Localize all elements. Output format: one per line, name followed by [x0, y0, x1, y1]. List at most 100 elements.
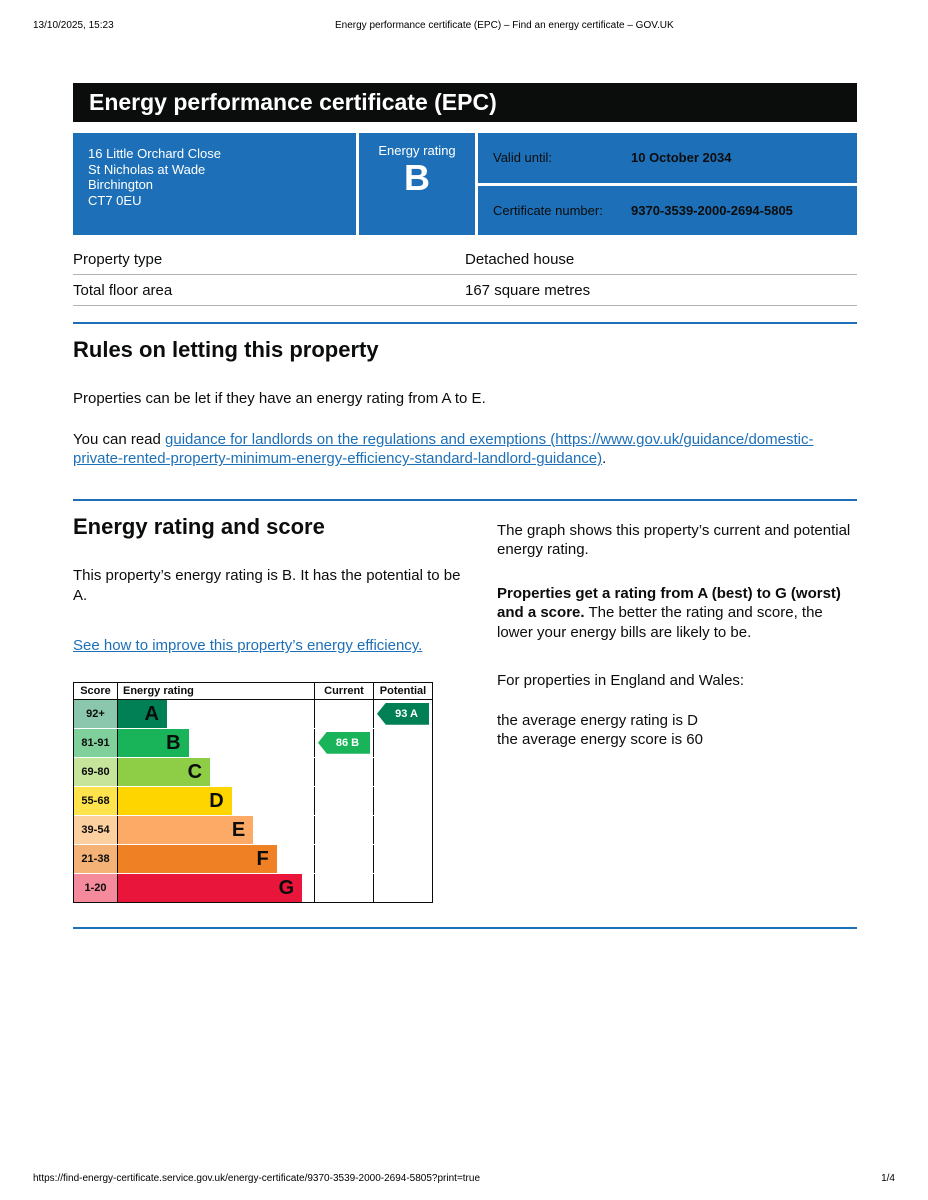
epc-band-row-a: 92+ A 93 A	[74, 699, 432, 728]
section-divider	[73, 322, 857, 324]
epc-band-letter: G	[278, 876, 295, 899]
print-title: Energy performance certificate (EPC) – F…	[334, 20, 674, 31]
energy-rating-label: Energy rating	[378, 143, 456, 158]
rating-section-heading: Energy rating and score	[73, 513, 325, 539]
landlord-guidance-link[interactable]: guidance for landlords on the regulation…	[73, 430, 814, 468]
epc-band-row-b: 81-91 B 86 B	[74, 728, 432, 757]
epc-band-bar-c: C	[118, 757, 211, 786]
epc-band-row-g: 1-20 G	[74, 873, 432, 902]
epc-score-range: 55-68	[74, 786, 118, 815]
print-page-number: 1/4	[881, 1173, 895, 1184]
floor-area-label: Total floor area	[73, 282, 173, 299]
epc-potential-marker: 93 A	[377, 702, 429, 725]
average-score-line: the average energy score is 60	[497, 731, 703, 749]
address-line-4: CT7 0EU	[88, 192, 142, 208]
rating-right-column: The graph shows this property’s current …	[497, 501, 857, 903]
epc-rating-cell: F	[118, 844, 314, 873]
epc-band-bar-a: A	[118, 699, 167, 728]
epc-chart-body: 92+ A 93 A 81-91 B 86 B 69-80 C 55-68 D 39-54 E 21-3…	[74, 699, 432, 902]
property-address: 16 Little Orchard Close St Nicholas at W…	[73, 133, 356, 235]
letting-rules-heading: Rules on letting this property	[73, 337, 379, 362]
epc-col-rating: Energy rating	[123, 684, 194, 697]
epc-band-row-f: 21-38 F	[74, 844, 432, 873]
letting-guidance-para: You can read guidance for landlords on t…	[73, 430, 857, 469]
epc-col-current: Current	[314, 682, 373, 699]
print-datetime: 13/10/2025, 15:23	[33, 20, 114, 31]
epc-potential-cell	[373, 873, 432, 902]
valid-until-label: Valid until:	[493, 150, 553, 166]
section-divider	[73, 926, 857, 929]
epc-chart-header: Score Energy rating Current Potential	[74, 682, 432, 700]
epc-potential-cell	[373, 844, 432, 873]
epc-col-potential: Potential	[373, 682, 432, 699]
epc-band-letter: C	[187, 760, 203, 783]
certificate-number-value: 9370-3539-2000-2694-5805	[631, 202, 793, 218]
property-type-label: Property type	[73, 251, 163, 268]
epc-band-bar-d: D	[118, 786, 232, 815]
guidance-text-suffix: .	[602, 450, 607, 468]
energy-rating-badge: Energy rating B	[359, 133, 475, 235]
epc-band-letter: D	[209, 789, 224, 812]
rating-left-column: Energy rating and score This property’s …	[73, 501, 473, 903]
epc-current-cell	[314, 757, 373, 786]
epc-potential-cell: 93 A	[373, 699, 432, 728]
epc-band-bar-f: F	[118, 844, 277, 873]
england-wales-para: For properties in England and Wales:	[497, 672, 745, 690]
print-footer: https://find-energy-certificate.service.…	[33, 1173, 895, 1184]
epc-score-range: 39-54	[74, 815, 118, 844]
certificate-summary-box: 16 Little Orchard Close St Nicholas at W…	[73, 133, 857, 235]
page-title: Energy performance certificate (EPC)	[89, 89, 497, 115]
certificate-number-label: Certificate number:	[493, 202, 603, 218]
letting-rules-para: Properties can be let if they have an en…	[73, 390, 486, 408]
rating-scale-bold: Properties get a rating from A (best) to…	[497, 584, 841, 622]
epc-potential-cell	[373, 757, 432, 786]
epc-current-cell: 86 B	[314, 728, 373, 757]
epc-band-row-d: 55-68 D	[74, 786, 432, 815]
epc-current-cell	[314, 815, 373, 844]
graph-explainer-para: The graph shows this property’s current …	[497, 521, 851, 559]
epc-band-letter: A	[144, 702, 159, 725]
table-row: Property type Detached house	[73, 244, 857, 275]
average-stats-para: the average energy rating is D the avera…	[497, 711, 857, 750]
valid-until-row: Valid until: 10 October 2034	[478, 133, 857, 183]
energy-rating-section: Energy rating and score This property’s …	[73, 501, 857, 903]
epc-current-cell	[314, 873, 373, 902]
address-line-3: Birchington	[88, 177, 154, 193]
improve-efficiency-link[interactable]: See how to improve this property’s energ…	[73, 637, 423, 655]
epc-col-score: Score	[74, 682, 118, 699]
epc-potential-cell	[373, 728, 432, 757]
epc-band-bar-g: G	[118, 873, 303, 902]
epc-current-cell	[314, 699, 373, 728]
rating-scale-para: Properties get a rating from A (best) to…	[497, 584, 857, 643]
epc-rating-cell: G	[118, 873, 314, 902]
epc-rating-cell: E	[118, 815, 314, 844]
table-row: Total floor area 167 square metres	[73, 275, 857, 306]
epc-score-range: 92+	[74, 699, 118, 728]
epc-rating-cell: A	[118, 699, 314, 728]
epc-band-bar-b: B	[118, 728, 189, 757]
section-divider	[73, 498, 857, 501]
floor-area-value: 167 square metres	[465, 282, 591, 299]
print-footer-url: https://find-energy-certificate.service.…	[33, 1173, 481, 1184]
guidance-text-prefix: You can read	[73, 430, 166, 448]
epc-score-range: 21-38	[74, 844, 118, 873]
epc-rating-cell: D	[118, 786, 314, 815]
epc-band-bar-e: E	[118, 815, 254, 844]
epc-rating-cell: B	[118, 728, 314, 757]
epc-current-cell	[314, 844, 373, 873]
rating-scale-rest: The better the rating and score, the low…	[497, 604, 823, 641]
certificate-number-row: Certificate number: 9370-3539-2000-2694-…	[478, 185, 857, 235]
epc-band-letter: F	[256, 847, 269, 870]
epc-score-range: 81-91	[74, 728, 118, 757]
property-details-table: Property type Detached house Total floor…	[73, 244, 857, 306]
epc-rating-cell: C	[118, 757, 314, 786]
page-title-banner: Energy performance certificate (EPC)	[73, 83, 857, 122]
property-type-value: Detached house	[465, 251, 575, 268]
epc-current-marker: 86 B	[318, 731, 370, 754]
average-rating-line: the average energy rating is D	[497, 711, 698, 729]
epc-band-row-c: 69-80 C	[74, 757, 432, 786]
epc-potential-cell	[373, 786, 432, 815]
certificate-content: Energy performance certificate (EPC) 16 …	[73, 83, 857, 929]
epc-score-range: 1-20	[74, 873, 118, 902]
